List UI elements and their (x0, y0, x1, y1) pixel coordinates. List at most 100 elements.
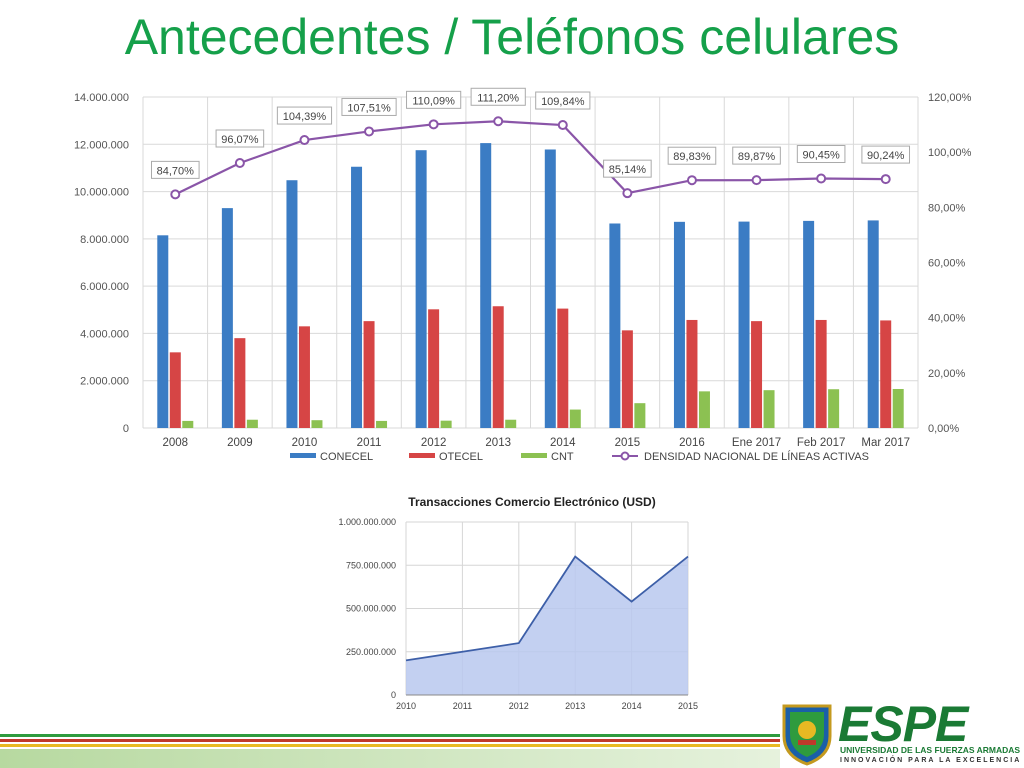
data-label: 96,07% (221, 134, 259, 146)
bar-cnt (698, 391, 710, 428)
legend-label: OTECEL (439, 451, 483, 463)
data-label-box (732, 146, 781, 165)
y2-tick-label: 40,00% (928, 313, 966, 325)
y-tick-label: 10.000.000 (74, 187, 129, 199)
data-label-box (861, 145, 911, 164)
bar-conecel (544, 149, 556, 429)
y2-tick-label: 0,00% (928, 423, 959, 435)
bar-otecel (686, 319, 698, 428)
bar-conecel (609, 223, 621, 428)
y-tick-label: 8.000.000 (80, 234, 129, 246)
data-label-box (215, 129, 265, 148)
footer-stripe-red (0, 739, 780, 742)
bar-otecel (621, 330, 633, 428)
footer-stripe-green (0, 734, 780, 737)
bar-otecel (492, 306, 504, 428)
x-tick-label: 2015 (615, 437, 641, 449)
y-tick-label: 14.000.000 (74, 92, 129, 104)
density-point (816, 173, 827, 184)
data-label: 90,45% (802, 150, 840, 162)
bar-otecel (234, 338, 246, 428)
data-label: 89,83% (673, 151, 711, 163)
data-label: 107,51% (347, 102, 391, 114)
y2-tick-label: 60,00% (928, 258, 966, 270)
bar-conecel (221, 208, 233, 428)
bar-conecel (738, 221, 750, 428)
density-point (557, 120, 568, 131)
bar-conecel (803, 220, 815, 428)
data-label: 110,09% (412, 95, 455, 107)
bar-otecel (169, 352, 181, 428)
data-label-box (276, 106, 333, 125)
mobile-lines-chart: 0 2.000.000 4.000.000 6.000.000 8.000.000 10.… (74, 87, 972, 463)
footer-stripe-yellow (0, 744, 780, 747)
bar-cnt (634, 403, 646, 428)
y-tick-label: 250.000.000 (346, 647, 396, 657)
x-tick-label: Feb 2017 (797, 437, 846, 449)
y-tick-label: 0 (391, 690, 396, 700)
data-label: 111,20% (477, 92, 519, 104)
density-point (234, 158, 245, 169)
bar-otecel (363, 321, 375, 428)
x-tick-label: 2009 (227, 437, 253, 449)
data-label: 89,87% (738, 151, 776, 163)
bar-cnt (763, 390, 775, 428)
bar-otecel (880, 320, 892, 428)
density-point (751, 175, 762, 186)
x-tick-label: 2013 (485, 437, 511, 449)
area-fill (406, 556, 688, 695)
bar-otecel (298, 326, 310, 428)
bar-cnt (311, 420, 323, 428)
bar-cnt (182, 420, 194, 428)
bar-cnt (246, 419, 258, 428)
data-label-box (406, 90, 462, 109)
x-tick-label: 2013 (565, 701, 585, 711)
density-point (880, 174, 891, 185)
legend-label: DENSIDAD NACIONAL DE LÍNEAS ACTIVAS (644, 450, 869, 463)
page-title: Antecedentes / Teléfonos celulares (124, 9, 900, 65)
y-tick-label: 2.000.000 (80, 376, 129, 388)
bar-conecel (286, 180, 298, 428)
density-line (174, 120, 886, 196)
legend-swatch (521, 453, 547, 458)
data-label-box (535, 91, 591, 110)
espe-logo: ESPE UNIVERSIDAD DE LAS FUERZAS ARMADAS … (778, 698, 1024, 768)
bar-conecel (673, 221, 685, 428)
footer-stripe-green-light (0, 749, 780, 768)
data-label-box (603, 159, 652, 178)
density-point (686, 175, 697, 186)
x-tick-label: 2008 (162, 437, 188, 449)
bar-conecel (480, 143, 492, 428)
bar-cnt (892, 388, 904, 428)
data-label: 104,39% (283, 111, 327, 123)
x-tick-label: 2011 (453, 701, 472, 711)
legend-line-marker (620, 451, 630, 461)
density-point (364, 126, 375, 137)
legend-swatch (290, 453, 316, 458)
density-point (428, 119, 439, 130)
x-tick-label: 2014 (550, 437, 576, 449)
bar-conecel (867, 220, 879, 428)
y2-tick-label: 80,00% (928, 202, 966, 214)
logo-wordmark: ESPE (838, 696, 968, 752)
x-tick-label: 2012 (509, 701, 529, 711)
bar-otecel (428, 309, 440, 428)
x-tick-label: 2011 (357, 437, 382, 449)
y-tick-label: 4.000.000 (80, 328, 129, 340)
x-tick-label: 2016 (679, 437, 705, 449)
density-point (170, 189, 181, 200)
y-tick-label: 500.000.000 (346, 604, 396, 614)
x-tick-label: 2014 (622, 701, 642, 711)
bar-cnt (569, 409, 581, 428)
x-tick-label: Mar 2017 (861, 437, 910, 449)
data-label: 84,70% (157, 165, 195, 177)
data-label-box (470, 87, 526, 106)
data-label-box (796, 145, 846, 164)
data-label-box (150, 160, 200, 179)
data-label-box (667, 146, 717, 165)
data-label: 109,84% (541, 96, 585, 108)
y-tick-label: 0 (123, 423, 129, 435)
x-tick-label: 2015 (678, 701, 698, 711)
bar-cnt (376, 420, 388, 428)
